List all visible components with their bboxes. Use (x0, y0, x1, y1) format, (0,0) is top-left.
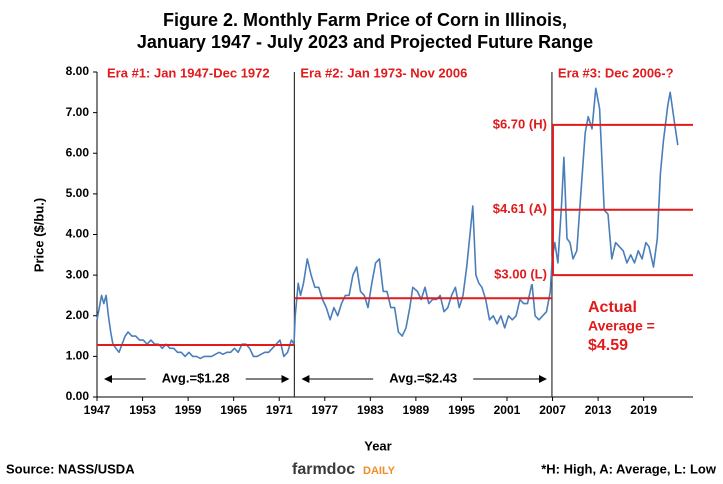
y-tick-label: 0.00 (66, 389, 90, 403)
x-tick-label: 2007 (539, 403, 566, 417)
x-tick-label: 1947 (84, 403, 111, 417)
range-label: $3.00 (L) (494, 267, 547, 282)
label-bg (483, 266, 548, 285)
logo: DAILY (363, 465, 396, 477)
era-label: Era #3: Dec 2006-? (558, 65, 674, 80)
average-label: Avg.=$1.28 (162, 370, 230, 385)
y-tick-label: 4.00 (66, 227, 90, 241)
x-tick-label: 1995 (448, 403, 475, 417)
actual-average: Average = (588, 318, 655, 334)
actual-average: $4.59 (588, 337, 628, 354)
x-tick-label: 1971 (266, 403, 293, 417)
x-tick-label: 1989 (403, 403, 430, 417)
x-tick-label: 1959 (175, 403, 202, 417)
range-label: $4.61 (A) (493, 201, 547, 216)
range-label: $6.70 (H) (493, 116, 547, 131)
x-axis-label: Year (364, 438, 391, 453)
logo: farmdoc (292, 461, 355, 478)
y-tick-label: 5.00 (66, 186, 90, 200)
price-line (96, 87, 679, 360)
chart-title: January 1947 - July 2023 and Projected F… (137, 32, 593, 52)
x-tick-label: 1983 (357, 403, 384, 417)
y-tick-label: 2.00 (66, 308, 90, 322)
x-tick-label: 2019 (630, 403, 657, 417)
chart-title: Figure 2. Monthly Farm Price of Corn in … (163, 10, 567, 30)
y-tick-label: 8.00 (66, 64, 90, 78)
average-label: Avg.=$2.43 (389, 370, 457, 385)
y-tick-label: 6.00 (66, 145, 90, 159)
y-axis-label: Price ($/bu.) (31, 198, 46, 272)
x-tick-label: 1977 (311, 403, 338, 417)
actual-average: Actual (588, 299, 637, 316)
era-label: Era #2: Jan 1973- Nov 2006 (300, 65, 467, 80)
era-label: Era #1: Jan 1947-Dec 1972 (107, 65, 270, 80)
y-tick-label: 3.00 (66, 267, 90, 281)
y-tick-label: 1.00 (66, 349, 90, 363)
x-tick-label: 2013 (585, 403, 612, 417)
source: Source: NASS/USDA (6, 461, 135, 476)
footnote: *H: High, A: Average, L: Low (541, 461, 717, 476)
x-tick-label: 1965 (220, 403, 247, 417)
x-tick-label: 2001 (494, 403, 521, 417)
x-tick-label: 1953 (129, 403, 156, 417)
y-tick-label: 7.00 (66, 105, 90, 119)
label-bg (483, 115, 548, 134)
label-bg (483, 200, 548, 219)
